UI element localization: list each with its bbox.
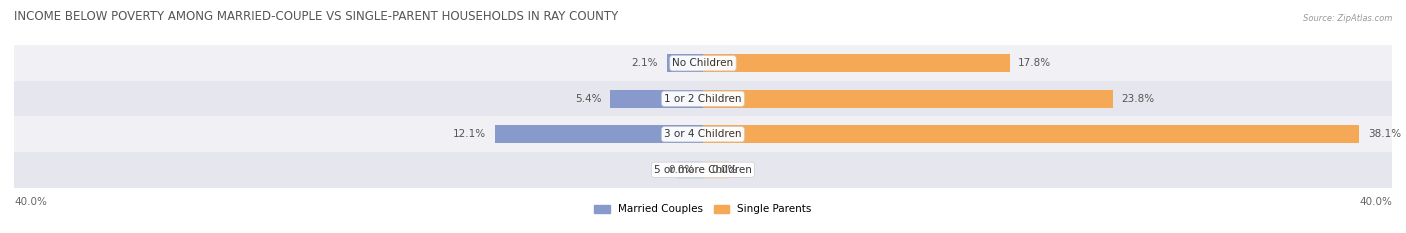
Text: 17.8%: 17.8% xyxy=(1018,58,1052,68)
Text: 23.8%: 23.8% xyxy=(1122,94,1154,104)
Text: 5.4%: 5.4% xyxy=(575,94,602,104)
Bar xyxy=(495,125,703,144)
Text: 0.0%: 0.0% xyxy=(668,165,695,175)
Text: 1 or 2 Children: 1 or 2 Children xyxy=(664,94,742,104)
Bar xyxy=(14,116,1392,152)
Text: 3 or 4 Children: 3 or 4 Children xyxy=(664,129,742,139)
Text: 2.1%: 2.1% xyxy=(631,58,658,68)
Bar xyxy=(703,54,1010,72)
Bar xyxy=(703,89,1114,108)
Bar xyxy=(666,54,703,72)
Text: 0.0%: 0.0% xyxy=(711,165,738,175)
Text: No Children: No Children xyxy=(672,58,734,68)
Bar xyxy=(14,81,1392,116)
Bar xyxy=(14,45,1392,81)
Bar xyxy=(703,125,1360,144)
Text: 5 or more Children: 5 or more Children xyxy=(654,165,752,175)
Text: Source: ZipAtlas.com: Source: ZipAtlas.com xyxy=(1302,14,1392,23)
Bar xyxy=(703,161,728,179)
Text: INCOME BELOW POVERTY AMONG MARRIED-COUPLE VS SINGLE-PARENT HOUSEHOLDS IN RAY COU: INCOME BELOW POVERTY AMONG MARRIED-COUPL… xyxy=(14,10,619,23)
Bar xyxy=(678,161,703,179)
Text: 38.1%: 38.1% xyxy=(1368,129,1400,139)
Text: 40.0%: 40.0% xyxy=(14,197,46,207)
Legend: Married Couples, Single Parents: Married Couples, Single Parents xyxy=(591,200,815,219)
Bar xyxy=(14,152,1392,188)
Bar xyxy=(610,89,703,108)
Text: 12.1%: 12.1% xyxy=(453,129,486,139)
Text: 40.0%: 40.0% xyxy=(1360,197,1392,207)
